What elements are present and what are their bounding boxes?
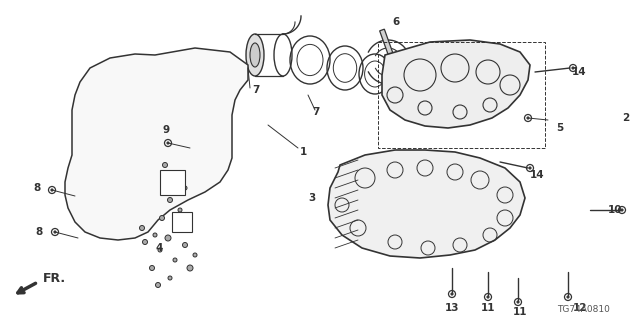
Text: 10: 10 [608, 205, 623, 215]
Circle shape [153, 233, 157, 237]
Circle shape [173, 258, 177, 262]
Polygon shape [380, 29, 394, 59]
Circle shape [527, 117, 529, 119]
Polygon shape [172, 212, 192, 232]
Text: 14: 14 [530, 170, 545, 180]
Text: 8: 8 [33, 183, 40, 193]
Polygon shape [328, 150, 525, 258]
Circle shape [193, 253, 197, 257]
Text: 8: 8 [35, 227, 42, 237]
Circle shape [54, 231, 56, 233]
Text: 6: 6 [392, 17, 399, 27]
Text: 11: 11 [481, 303, 495, 313]
Text: 9: 9 [162, 125, 169, 135]
Circle shape [158, 248, 162, 252]
Circle shape [183, 186, 187, 190]
Ellipse shape [250, 43, 260, 67]
Circle shape [150, 266, 154, 270]
Text: 3: 3 [308, 193, 316, 203]
Circle shape [165, 235, 171, 241]
Polygon shape [160, 170, 185, 195]
Circle shape [178, 208, 182, 212]
Circle shape [159, 215, 164, 220]
Circle shape [173, 173, 177, 177]
Circle shape [168, 276, 172, 280]
Circle shape [487, 296, 489, 298]
Circle shape [621, 209, 623, 211]
Ellipse shape [246, 34, 264, 76]
Text: 2: 2 [622, 113, 629, 123]
Text: 5: 5 [556, 123, 563, 133]
Circle shape [163, 163, 168, 167]
Text: 11: 11 [513, 307, 527, 317]
Circle shape [517, 301, 519, 303]
Circle shape [143, 239, 147, 244]
Text: FR.: FR. [43, 271, 66, 284]
Circle shape [188, 228, 192, 232]
Circle shape [51, 189, 53, 191]
Text: 7: 7 [252, 85, 259, 95]
Text: 1: 1 [300, 147, 307, 157]
Circle shape [168, 197, 173, 203]
Text: 14: 14 [572, 67, 587, 77]
Text: 13: 13 [445, 303, 460, 313]
Circle shape [167, 142, 169, 144]
Circle shape [529, 167, 531, 169]
Circle shape [156, 283, 161, 287]
Text: 12: 12 [573, 303, 588, 313]
Text: TG74A0810: TG74A0810 [557, 306, 610, 315]
Circle shape [140, 226, 145, 230]
Polygon shape [65, 48, 248, 240]
Circle shape [567, 296, 569, 298]
Text: 4: 4 [155, 243, 163, 253]
Polygon shape [382, 40, 530, 128]
Circle shape [451, 293, 453, 295]
Circle shape [176, 223, 180, 227]
Circle shape [187, 265, 193, 271]
Ellipse shape [173, 93, 217, 137]
Circle shape [572, 67, 574, 69]
Text: 7: 7 [312, 107, 319, 117]
Circle shape [182, 243, 188, 247]
